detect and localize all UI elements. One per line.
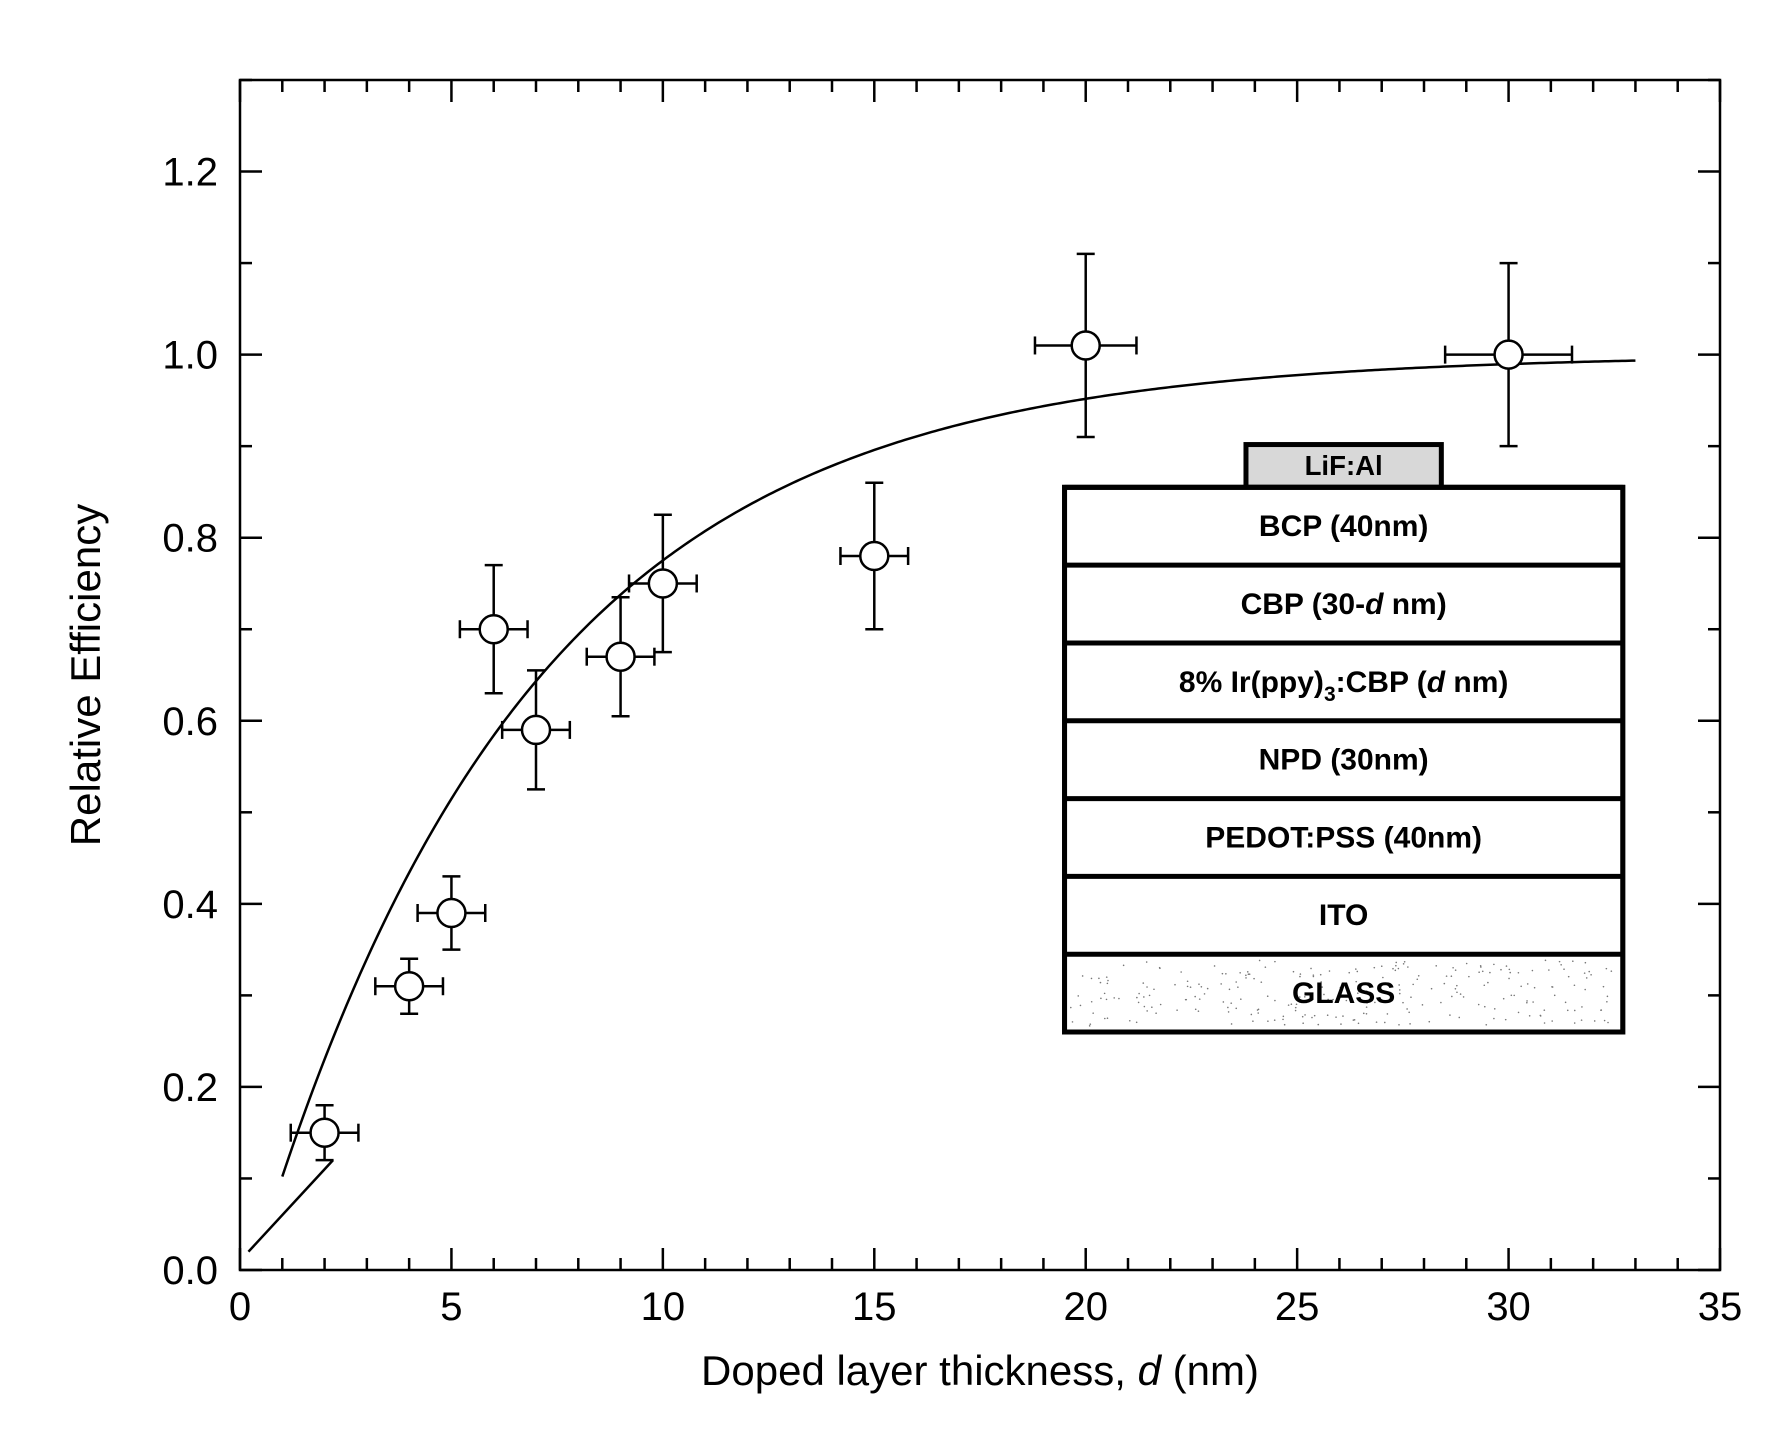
fit-curve-tail — [248, 1160, 333, 1252]
x-tick-label: 0 — [229, 1285, 251, 1329]
x-axis-label: Doped layer thickness, d (nm) — [701, 1347, 1259, 1394]
layer-label: ITO — [1319, 899, 1368, 932]
layer-label: GLASS — [1292, 977, 1395, 1010]
y-tick-label: 0.6 — [162, 700, 218, 744]
data-point — [311, 1119, 339, 1147]
data-point — [1072, 331, 1100, 359]
device-stack-inset: LiF:AlBCP (40nm)CBP (30-d nm)8% Ir(ppy)3… — [1065, 445, 1623, 1032]
data-point — [480, 615, 508, 643]
layer-label: BCP (40nm) — [1259, 510, 1428, 543]
data-point — [437, 899, 465, 927]
data-point — [607, 643, 635, 671]
data-point — [395, 972, 423, 1000]
y-axis-label: Relative Efficiency — [62, 504, 109, 846]
data-point — [860, 542, 888, 570]
y-tick-label: 1.0 — [162, 334, 218, 378]
y-tick-label: 1.2 — [162, 151, 218, 195]
layer-label: LiF:Al — [1305, 450, 1383, 481]
data-point — [1495, 341, 1523, 369]
y-tick-label: 0.8 — [162, 517, 218, 561]
layer-label: NPD (30nm) — [1259, 744, 1429, 777]
y-tick-label: 0.2 — [162, 1066, 218, 1110]
x-tick-label: 35 — [1698, 1285, 1743, 1329]
layer-label: CBP (30-d nm) — [1241, 588, 1447, 621]
y-tick-label: 0.0 — [162, 1249, 218, 1293]
x-tick-label: 20 — [1063, 1285, 1108, 1329]
layer-label: PEDOT:PSS (40nm) — [1205, 821, 1482, 854]
chart-container: 0 5 10 15 20 25 30 35 0.0 0.2 0.4 0.6 0.8 1.0 1.2 Doped… — [0, 0, 1790, 1448]
x-tick-label: 10 — [641, 1285, 686, 1329]
data-point — [649, 569, 677, 597]
x-tick-label: 30 — [1486, 1285, 1531, 1329]
x-tick-label: 15 — [852, 1285, 897, 1329]
data-point — [522, 716, 550, 744]
chart-svg: 0 5 10 15 20 25 30 35 0.0 0.2 0.4 0.6 0.8 1.0 1.2 Doped… — [0, 0, 1790, 1448]
x-tick-label: 5 — [440, 1285, 462, 1329]
x-tick-label: 25 — [1275, 1285, 1320, 1329]
y-tick-label: 0.4 — [162, 883, 218, 927]
